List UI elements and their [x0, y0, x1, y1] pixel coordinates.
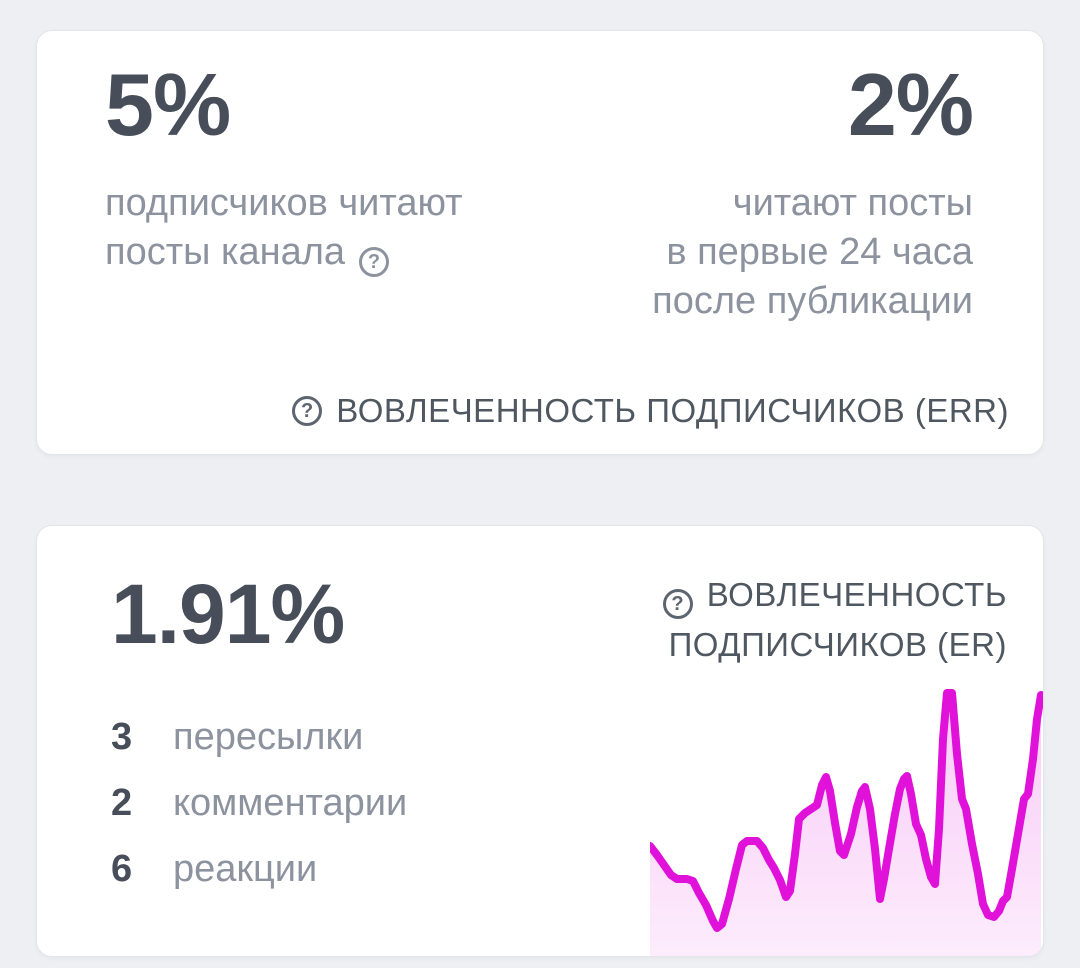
stat-row-reactions: 6 реакции [111, 848, 407, 890]
er-sparkline [650, 689, 1043, 956]
er-card: ? ВОВЛЕЧЕННОСТЬ ПОДПИСЧИКОВ (ER) 1.91% 3 … [36, 525, 1044, 957]
stat-row-forwards: 3 пересылки [111, 716, 407, 758]
forwards-count: 3 [111, 716, 133, 758]
forwards-label: пересылки [173, 716, 364, 758]
err-right-label-line3: после публикации [652, 280, 973, 322]
err-left-value: 5% [105, 55, 231, 154]
er-card-title-line1: ВОВЛЕЧЕННОСТЬ [706, 576, 1007, 613]
question-circle-icon[interactable]: ? [359, 247, 390, 277]
er-card-title: ? ВОВЛЕЧЕННОСТЬ ПОДПИСЧИКОВ (ER) [662, 570, 1007, 670]
comments-label: комментарии [173, 782, 408, 824]
reactions-count: 6 [111, 848, 133, 890]
stat-row-comments: 2 комментарии [111, 782, 407, 824]
err-card-title-text: ВОВЛЕЧЕННОСТЬ ПОДПИСЧИКОВ (ERR) [336, 392, 1009, 429]
err-left-label-line2: посты канала [105, 231, 346, 273]
err-right-value: 2% [847, 55, 974, 154]
er-stats-list: 3 пересылки 2 комментарии 6 реакции [111, 716, 407, 914]
err-card-title: ? ВОВЛЕЧЕННОСТЬ ПОДПИСЧИКОВ (ERR) [292, 392, 1009, 430]
err-right-label-line1: читают посты [732, 182, 973, 224]
comments-count: 2 [111, 782, 133, 824]
question-circle-icon[interactable]: ? [292, 396, 323, 426]
er-value: 1.91% [111, 567, 345, 661]
question-circle-icon[interactable]: ? [662, 589, 693, 619]
reactions-label: реакции [173, 848, 318, 890]
err-left-label-line1: подписчиков читают [105, 182, 463, 224]
err-right-label: читают посты в первые 24 часа после публ… [652, 179, 973, 326]
sparkline-line [650, 689, 1043, 932]
err-right-label-line2: в первые 24 часа [666, 231, 973, 273]
er-sparkline-chart [650, 679, 1043, 956]
err-card: 5% подписчиков читают посты канала? 2% ч… [36, 30, 1044, 455]
err-left-label: подписчиков читают посты канала? [105, 179, 463, 277]
er-card-title-line2: ПОДПИСЧИКОВ (ER) [668, 626, 1007, 663]
